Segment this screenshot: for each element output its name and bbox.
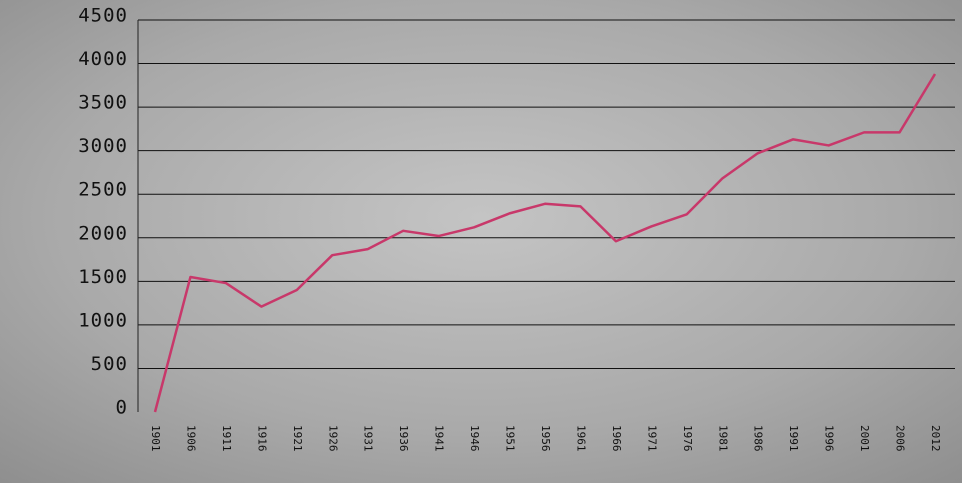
x-tick-label: 1991: [787, 425, 800, 452]
x-tick-label: 1916: [255, 425, 268, 452]
y-tick-label: 1500: [78, 266, 128, 288]
x-tick-label: 1981: [716, 425, 729, 452]
x-tick-label: 1906: [184, 425, 197, 452]
x-tick-label: 1936: [397, 425, 410, 452]
x-tick-label: 1901: [149, 425, 162, 452]
x-tick-label: 2012: [929, 425, 942, 452]
x-tick-label: 1966: [610, 425, 623, 452]
y-tick-label: 0: [116, 397, 128, 419]
x-tick-label: 1971: [645, 425, 658, 452]
y-tick-label: 1000: [78, 309, 128, 331]
x-tick-label: 1921: [291, 425, 304, 452]
x-tick-label: 1976: [681, 425, 694, 452]
x-tick-label: 1911: [220, 425, 233, 452]
y-tick-label: 3500: [78, 92, 128, 114]
line: [153, 73, 937, 413]
x-tick-label: 2001: [858, 425, 871, 452]
y-tick-label: 3000: [78, 135, 128, 157]
y-tick-label: 2000: [78, 222, 128, 244]
x-tick-label: 2006: [894, 425, 907, 452]
x-tick-label: 1986: [752, 425, 765, 452]
x-tick-label: 1926: [326, 425, 339, 452]
x-tick-label: 1956: [539, 425, 552, 452]
y-tick-label: 500: [91, 353, 128, 375]
x-tick-label: 1951: [504, 425, 517, 452]
x-tick-label: 1996: [823, 425, 836, 452]
x-tick-label: 1961: [574, 425, 587, 452]
x-tick-label: 1946: [468, 425, 481, 452]
x-tick-label: 1941: [433, 425, 446, 452]
y-tick-label: 2500: [78, 179, 128, 201]
y-tick-label: 4500: [78, 5, 128, 27]
y-tick-label: 4000: [78, 48, 128, 70]
x-tick-label: 1931: [362, 425, 375, 452]
